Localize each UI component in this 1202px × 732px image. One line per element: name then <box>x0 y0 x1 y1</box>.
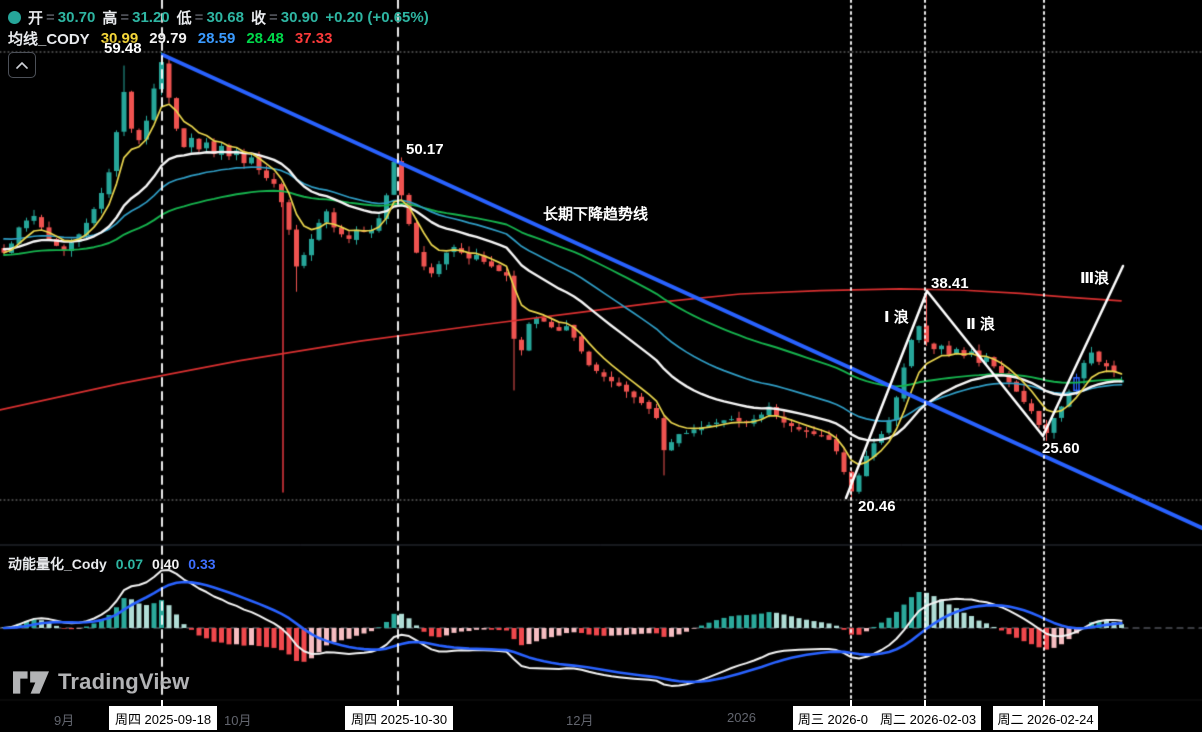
momentum-value-3: 0.33 <box>188 556 216 572</box>
tradingview-logo[interactable]: TradingView <box>13 669 189 695</box>
open-value: 30.70 <box>57 9 96 26</box>
ma-value-5: 37.33 <box>294 30 333 47</box>
price-label-major-high: 59.48 <box>104 40 142 57</box>
close-label: 收 <box>250 10 266 27</box>
price-label-secondary-high: 50.17 <box>406 141 444 158</box>
equals-sign: = <box>194 9 204 26</box>
ma-value-3: 28.59 <box>197 30 236 47</box>
momentum-value-1: 0.07 <box>115 556 144 572</box>
wave-2-label: Ⅱ 浪 <box>966 316 996 333</box>
date-text: 周二 2026-02-24 <box>997 711 1094 727</box>
price-label-major-low: 20.46 <box>858 498 896 515</box>
momentum-value-2: 0.40 <box>152 556 180 572</box>
crosshair-date-box-2: 周四 2025-10-30 <box>345 706 453 730</box>
momentum-indicator-title[interactable]: 动能量化_Cody <box>8 556 107 572</box>
collapse-pane-button[interactable] <box>8 52 36 78</box>
ma-legend: 均线_CODY 30.99 29.79 28.59 28.48 37.33 <box>8 28 332 49</box>
crosshair-date-box-3: 周三 2026-0 周二 2026-02-03 <box>793 706 981 730</box>
date-text: 周三 2026-0 <box>797 711 868 727</box>
date-text: 周四 2025-10-30 <box>350 711 448 727</box>
axis-month-label-dec: 12月 <box>566 713 594 728</box>
axis-year-label-2026: 2026 <box>727 710 756 725</box>
equals-sign: = <box>120 9 130 26</box>
change-value: +0.20 (+0.65%) <box>325 9 429 26</box>
series-marker-icon[interactable] <box>8 11 21 24</box>
axis-month-label-oct: 10月 <box>224 713 252 728</box>
axis-tick <box>924 700 926 706</box>
axis-tick <box>397 700 399 706</box>
date-text: 周四 2025-09-18 <box>114 711 212 727</box>
axis-tick <box>1043 700 1045 706</box>
low-value: 30.68 <box>206 9 244 26</box>
high-value: 31.20 <box>132 9 170 26</box>
high-label: 高 <box>102 10 118 27</box>
ma-value-1: 30.99 <box>100 30 139 47</box>
axis-tick <box>850 700 852 706</box>
wave-3-label: Ⅲ浪 <box>1080 270 1110 287</box>
crosshair-date-box-4: 周二 2026-02-24 <box>993 706 1098 730</box>
tradingview-logo-icon <box>13 670 49 694</box>
date-text: 周二 2026-02-03 <box>879 711 977 727</box>
price-label-wave1-high: 38.41 <box>931 275 969 292</box>
crosshair-date-box-1: 周四 2025-09-18 <box>109 706 217 730</box>
ma-indicator-title[interactable]: 均线_CODY <box>8 31 90 48</box>
price-label-wave2-low: 25.60 <box>1042 440 1080 457</box>
close-value: 30.90 <box>280 9 319 26</box>
ma-value-4: 28.48 <box>246 30 284 47</box>
trendline-label: 长期下降趋势线 <box>543 206 649 223</box>
wave-1-label: Ⅰ 浪 <box>884 309 909 326</box>
tradingview-logo-text: TradingView <box>58 669 190 694</box>
equals-sign: = <box>269 9 278 26</box>
chevron-up-icon <box>16 61 28 69</box>
axis-tick <box>161 700 163 706</box>
equals-sign: = <box>46 9 55 26</box>
axis-month-label-sep: 9月 <box>54 713 75 728</box>
ma-value-2: 29.79 <box>149 30 187 47</box>
open-label: 开 <box>28 10 44 27</box>
ohlc-legend: 开 = 30.70 高 = 31.20 低 = 30.68 收 = 30.90 +0.20 (+… <box>8 7 429 28</box>
momentum-legend: 动能量化_Cody 0.07 0.40 0.33 <box>8 554 216 574</box>
low-label: 低 <box>176 10 192 27</box>
